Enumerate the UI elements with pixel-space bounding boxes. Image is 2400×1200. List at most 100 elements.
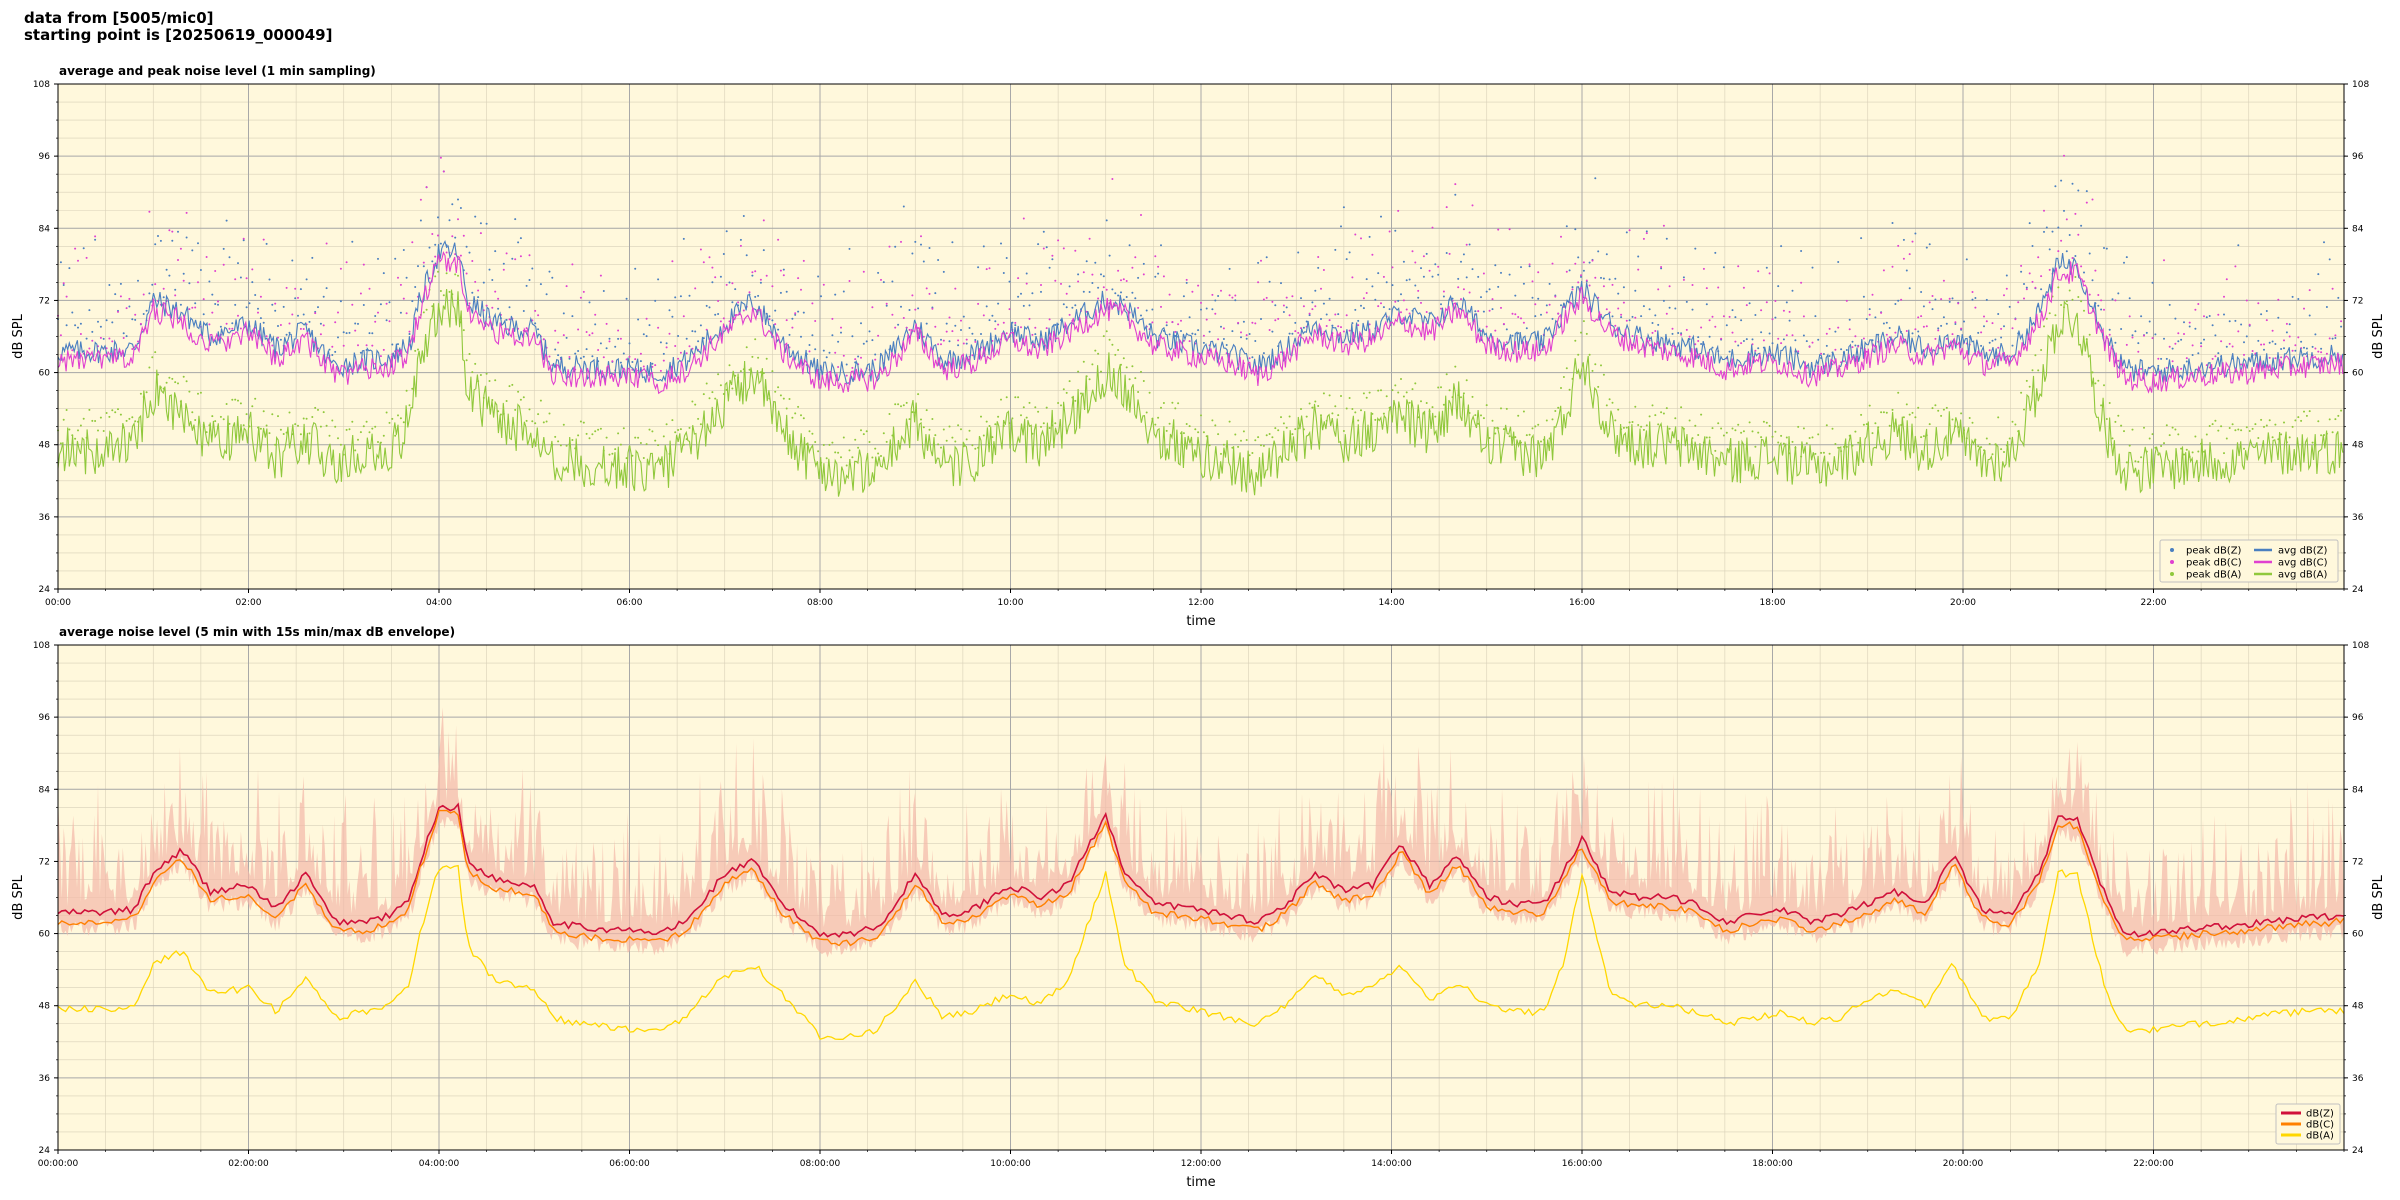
peak-point	[1165, 324, 1168, 327]
peak-point	[1197, 431, 1200, 434]
peak-point	[1360, 304, 1362, 307]
peak-point	[2174, 317, 2177, 320]
peak-point	[1220, 289, 1222, 292]
peak-point	[471, 260, 474, 262]
peak-point	[1708, 335, 1711, 338]
peak-point	[1254, 322, 1257, 325]
peak-point	[1334, 248, 1337, 251]
peak-point	[1131, 365, 1134, 368]
peak-point	[1631, 421, 1634, 423]
peak-point	[228, 256, 231, 259]
peak-point	[2168, 345, 2171, 348]
peak-point	[1465, 243, 1468, 246]
peak-point	[2280, 348, 2283, 350]
peak-point	[391, 343, 394, 346]
peak-point	[62, 284, 65, 286]
legend: peak dB(Z) avg dB(Z)peak dB(C) avg dB(C)pe…	[2159, 539, 2339, 583]
peak-point	[854, 358, 857, 361]
peak-point	[1665, 237, 1668, 240]
ytick-label-left: 108	[33, 641, 50, 651]
peak-point	[277, 415, 279, 418]
peak-point	[1231, 330, 1234, 333]
peak-point	[1348, 397, 1351, 399]
peak-point	[822, 283, 825, 286]
peak-point	[1248, 357, 1251, 360]
peak-point	[1360, 237, 1362, 240]
peak-point	[2091, 279, 2094, 282]
peak-point	[202, 298, 205, 301]
peak-point	[1140, 314, 1142, 317]
peak-point	[2111, 298, 2114, 301]
peak-point	[2163, 442, 2165, 445]
peak-point	[1751, 338, 1754, 341]
peak-point	[1057, 402, 1060, 404]
peak-point	[920, 418, 922, 421]
peak-point	[165, 381, 168, 384]
peak-point	[1377, 305, 1380, 308]
peak-point	[2260, 418, 2263, 421]
peak-point	[1920, 291, 1923, 293]
peak-point	[1482, 417, 1485, 420]
peak-point	[857, 355, 860, 358]
peak-point	[2263, 425, 2265, 428]
peak-point	[594, 323, 597, 326]
peak-point	[2088, 252, 2091, 255]
ytick-label-right: 108	[2352, 641, 2369, 651]
peak-point	[842, 436, 845, 439]
peak-point	[1614, 277, 1617, 280]
peak-point	[1102, 286, 1105, 289]
peak-point	[1497, 228, 1500, 231]
peak-point	[1300, 408, 1302, 410]
peak-point	[194, 306, 197, 309]
peak-point	[1068, 285, 1071, 288]
peak-point	[968, 327, 971, 329]
peak-point	[748, 368, 751, 371]
peak-point	[888, 413, 891, 415]
peak-point	[151, 356, 154, 359]
peak-point	[1494, 329, 1497, 332]
peak-point	[1951, 418, 1954, 421]
peak-point	[1328, 297, 1331, 300]
peak-point	[1160, 305, 1162, 308]
peak-point	[1617, 307, 1620, 310]
peak-point	[2177, 340, 2180, 343]
peak-point	[1625, 319, 1628, 322]
peak-point	[1997, 416, 2000, 419]
peak-point	[579, 296, 582, 299]
peak-point	[1325, 313, 1328, 316]
peak-point	[251, 268, 254, 271]
peak-point	[631, 454, 634, 457]
peak-point	[719, 275, 722, 278]
y-axis-label-left: dB SPL	[11, 874, 26, 919]
peak-point	[2303, 346, 2305, 349]
peak-point	[334, 350, 337, 353]
peak-point	[205, 256, 208, 258]
peak-point	[931, 307, 934, 310]
peak-point	[1902, 416, 1905, 419]
peak-point	[217, 303, 219, 306]
peak-point	[1720, 427, 1723, 430]
peak-point	[797, 405, 800, 408]
peak-point	[82, 417, 85, 420]
peak-point	[177, 382, 179, 385]
peak-point	[1477, 310, 1480, 313]
peak-point	[59, 261, 62, 264]
peak-point	[654, 439, 657, 442]
peak-point	[1974, 297, 1977, 299]
xtick-label: 02:00	[236, 598, 262, 608]
peak-point	[237, 314, 239, 317]
peak-point	[234, 278, 237, 281]
peak-point	[2028, 385, 2031, 388]
peak-point	[1588, 353, 1591, 356]
peak-point	[945, 439, 948, 442]
peak-point	[1422, 255, 1425, 258]
peak-point	[1234, 433, 1237, 436]
peak-point	[1888, 327, 1891, 329]
peak-point	[2185, 360, 2188, 363]
peak-point	[94, 420, 97, 422]
peak-point	[2243, 341, 2245, 344]
peak-point	[88, 347, 91, 350]
peak-point	[1337, 313, 1340, 316]
peak-point	[708, 306, 711, 309]
peak-point	[117, 408, 119, 411]
